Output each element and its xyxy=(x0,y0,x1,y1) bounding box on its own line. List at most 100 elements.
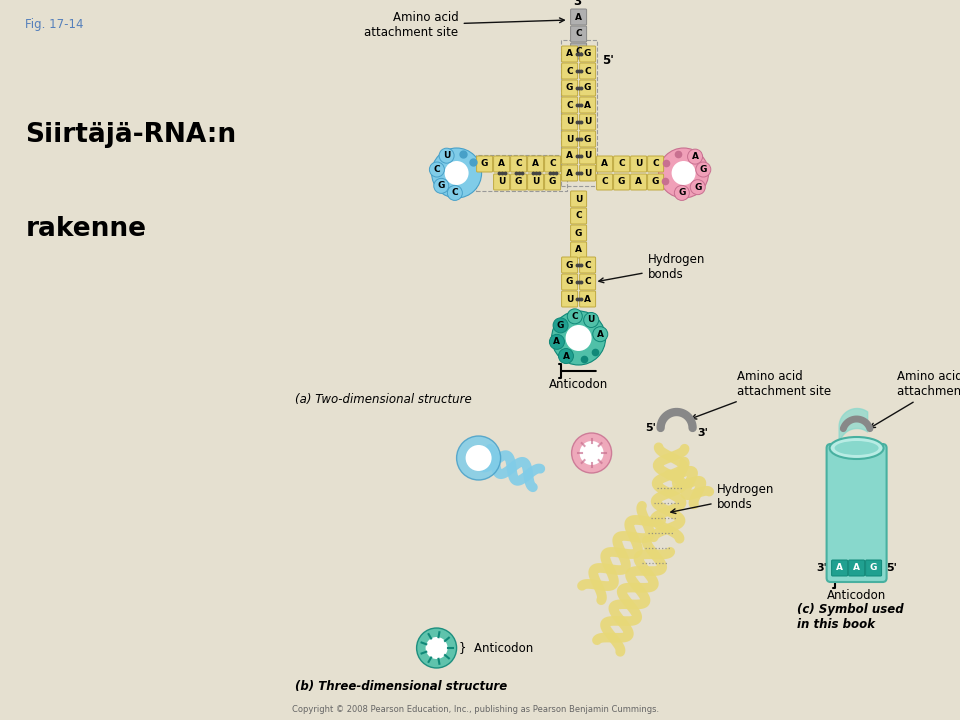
Circle shape xyxy=(457,436,500,480)
FancyBboxPatch shape xyxy=(570,242,587,258)
FancyBboxPatch shape xyxy=(511,156,527,172)
Text: A: A xyxy=(498,160,505,168)
Text: G: G xyxy=(515,178,522,186)
FancyBboxPatch shape xyxy=(580,257,595,273)
FancyBboxPatch shape xyxy=(648,156,663,172)
Text: U: U xyxy=(584,117,591,127)
Text: Siirtäjä-RNA:n: Siirtäjä-RNA:n xyxy=(26,122,236,148)
Ellipse shape xyxy=(834,441,878,455)
Text: A: A xyxy=(597,330,604,338)
FancyBboxPatch shape xyxy=(562,257,578,273)
Text: A: A xyxy=(853,564,860,572)
Text: U: U xyxy=(498,178,505,186)
FancyBboxPatch shape xyxy=(562,148,578,164)
Circle shape xyxy=(687,149,703,164)
FancyBboxPatch shape xyxy=(562,291,578,307)
Text: C: C xyxy=(575,212,582,220)
Text: Anticodon: Anticodon xyxy=(827,589,886,602)
Text: U: U xyxy=(575,194,583,204)
FancyBboxPatch shape xyxy=(596,174,612,190)
FancyBboxPatch shape xyxy=(613,156,630,172)
Text: G: G xyxy=(652,178,660,186)
Text: C: C xyxy=(575,30,582,38)
Text: rakenne: rakenne xyxy=(26,216,147,242)
Text: A: A xyxy=(532,160,540,168)
Text: C: C xyxy=(516,160,522,168)
FancyBboxPatch shape xyxy=(562,46,578,62)
Text: C: C xyxy=(434,165,441,174)
Text: C: C xyxy=(566,101,573,109)
FancyBboxPatch shape xyxy=(580,274,595,290)
Text: G: G xyxy=(584,50,591,58)
Ellipse shape xyxy=(829,437,883,459)
Circle shape xyxy=(592,327,608,342)
Circle shape xyxy=(690,180,706,194)
FancyBboxPatch shape xyxy=(613,174,630,190)
Text: A: A xyxy=(563,351,569,361)
Text: (c) Symbol used
in this book: (c) Symbol used in this book xyxy=(797,603,903,631)
FancyBboxPatch shape xyxy=(580,97,595,113)
FancyBboxPatch shape xyxy=(493,174,510,190)
FancyBboxPatch shape xyxy=(866,560,881,576)
Text: Hydrogen
bonds: Hydrogen bonds xyxy=(599,253,705,283)
Circle shape xyxy=(417,628,457,668)
Text: G: G xyxy=(565,277,573,287)
Text: C: C xyxy=(585,277,591,287)
Text: G: G xyxy=(700,165,707,174)
FancyBboxPatch shape xyxy=(562,97,578,113)
Text: A: A xyxy=(601,160,608,168)
Text: A: A xyxy=(553,338,561,346)
Text: C: C xyxy=(652,160,659,168)
Text: 5': 5' xyxy=(886,563,897,573)
FancyBboxPatch shape xyxy=(631,174,647,190)
Circle shape xyxy=(439,148,454,163)
Text: U: U xyxy=(565,117,573,127)
Text: C: C xyxy=(549,160,556,168)
Text: Fig. 17-14: Fig. 17-14 xyxy=(26,18,84,31)
Text: U: U xyxy=(565,135,573,143)
FancyBboxPatch shape xyxy=(562,131,578,147)
FancyBboxPatch shape xyxy=(544,156,561,172)
Text: U: U xyxy=(588,315,595,325)
Circle shape xyxy=(553,318,568,333)
Text: 3': 3' xyxy=(698,428,708,438)
Text: A: A xyxy=(566,168,573,178)
FancyBboxPatch shape xyxy=(580,165,595,181)
Text: G: G xyxy=(575,228,583,238)
Text: U: U xyxy=(565,294,573,304)
Text: }  Anticodon: } Anticodon xyxy=(459,642,533,654)
FancyBboxPatch shape xyxy=(570,9,587,25)
Text: C: C xyxy=(571,312,578,321)
Circle shape xyxy=(447,186,463,200)
Circle shape xyxy=(429,162,444,177)
Text: G: G xyxy=(438,181,445,190)
Circle shape xyxy=(444,161,468,185)
Text: G: G xyxy=(565,261,573,269)
Text: C: C xyxy=(575,47,582,55)
Text: Amino acid
attachment site: Amino acid attachment site xyxy=(365,11,564,39)
Text: G: G xyxy=(549,178,556,186)
Text: C: C xyxy=(601,178,608,186)
Text: C: C xyxy=(618,160,625,168)
Text: G: G xyxy=(557,321,564,330)
Text: G: G xyxy=(584,135,591,143)
Bar xyxy=(561,40,596,186)
Circle shape xyxy=(567,309,583,324)
Circle shape xyxy=(425,637,447,659)
Text: C: C xyxy=(585,66,591,76)
Text: U: U xyxy=(584,168,591,178)
FancyBboxPatch shape xyxy=(596,156,612,172)
Text: C: C xyxy=(585,261,591,269)
Bar xyxy=(475,155,566,191)
FancyBboxPatch shape xyxy=(493,156,510,172)
Text: A: A xyxy=(636,178,642,186)
Text: U: U xyxy=(443,151,450,160)
Text: G: G xyxy=(870,564,877,572)
Circle shape xyxy=(552,311,606,365)
Text: A: A xyxy=(575,246,582,254)
FancyBboxPatch shape xyxy=(580,291,595,307)
Text: 3': 3' xyxy=(573,0,585,8)
Text: 5': 5' xyxy=(645,423,656,433)
FancyBboxPatch shape xyxy=(580,63,595,79)
Text: Hydrogen
bonds: Hydrogen bonds xyxy=(671,483,774,513)
